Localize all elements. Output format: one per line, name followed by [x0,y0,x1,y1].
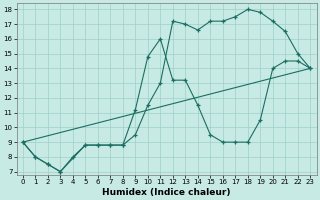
X-axis label: Humidex (Indice chaleur): Humidex (Indice chaleur) [102,188,231,197]
